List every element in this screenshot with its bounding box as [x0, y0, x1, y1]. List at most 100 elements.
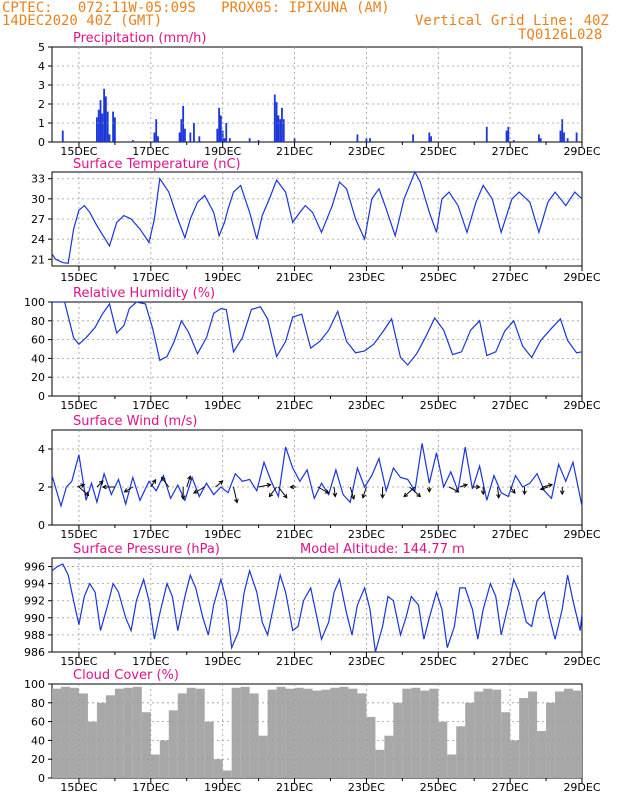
- precip-bar: [103, 88, 106, 142]
- cloud-bar: [240, 686, 250, 778]
- wind-arrow: [123, 486, 134, 493]
- x-tick-label: 21DEC: [276, 528, 313, 541]
- wind-arrow-head: [80, 483, 86, 488]
- series-line: [51, 563, 583, 653]
- wind-arrow-head: [180, 495, 186, 501]
- precip-bar: [356, 134, 359, 142]
- wind-arrow-shaft: [186, 476, 191, 488]
- x-tick-label: 15DEC: [60, 781, 97, 794]
- y-tick-label: 40: [31, 352, 45, 365]
- wind-arrow: [258, 482, 272, 488]
- wind-arrow-shaft: [333, 486, 336, 497]
- cloud-bar: [231, 687, 241, 778]
- panel-3: [48, 301, 583, 401]
- vertical-grid-note: Vertical Grid Line: 40Z: [415, 13, 609, 29]
- panel-title: Surface Temperature (nC): [73, 157, 241, 172]
- cloud-bar: [303, 688, 313, 778]
- wind-arrow-shaft: [78, 486, 89, 496]
- wind-arrow-shaft: [76, 484, 85, 488]
- wind-arrow-shaft: [124, 486, 134, 493]
- y-tick-label: 996: [24, 561, 45, 574]
- x-tick-label: 29DEC: [563, 145, 600, 158]
- x-tick-label: 27DEC: [492, 145, 529, 158]
- precip-bar: [104, 96, 107, 142]
- wind-arrow: [403, 486, 416, 498]
- plot-frame: [51, 46, 583, 143]
- cloud-bar: [357, 693, 367, 778]
- x-tick-label: 27DEC: [492, 655, 529, 668]
- wind-arrow-shaft: [497, 486, 500, 498]
- x-tick-label: 19DEC: [204, 655, 241, 668]
- y-tick-label: 21: [31, 253, 45, 266]
- precip-bar: [559, 130, 562, 142]
- wind-arrow-shaft: [448, 486, 459, 493]
- wind-arrow-shaft: [193, 486, 205, 494]
- precip-bar: [193, 123, 195, 142]
- x-tick-label: 23DEC: [348, 528, 385, 541]
- wind-arrow-shaft: [161, 477, 170, 488]
- wind-arrow: [96, 480, 104, 488]
- series-line: [52, 301, 583, 366]
- x-tick-label: 23DEC: [348, 145, 385, 158]
- precip-bar: [180, 119, 183, 142]
- x-tick-label: 19DEC: [204, 271, 241, 284]
- cloud-bar: [546, 702, 556, 778]
- wind-arrow-head: [98, 480, 104, 485]
- wind-arrow-shaft: [258, 484, 271, 488]
- wind-arrow: [193, 486, 205, 494]
- wind-arrow-head: [454, 488, 460, 493]
- cloud-bar: [321, 689, 331, 778]
- wind-arrow: [542, 483, 554, 488]
- x-tick-label: 23DEC: [348, 399, 385, 412]
- wind-arrow-head: [475, 484, 481, 490]
- wind-arrow-shaft: [268, 486, 277, 497]
- wind-arrow: [349, 486, 356, 500]
- wind-arrow-shaft: [362, 486, 367, 498]
- cloud-bar: [573, 690, 582, 778]
- precip-bar: [412, 134, 415, 142]
- cloud-bar: [402, 688, 412, 778]
- panel-2: [48, 170, 583, 271]
- wind-arrow-head: [324, 489, 330, 494]
- precip-bar: [512, 140, 515, 142]
- x-tick-label: 29DEC: [563, 528, 600, 541]
- precip-bar: [566, 138, 569, 142]
- cloud-bar: [564, 688, 574, 778]
- precip-bar: [225, 123, 228, 142]
- y-tick-label: 5: [38, 41, 45, 54]
- cloud-bar: [52, 688, 61, 778]
- wind-arrow-head: [266, 482, 272, 488]
- x-tick-label: 25DEC: [420, 271, 457, 284]
- x-tick-label: 19DEC: [204, 399, 241, 412]
- precip-bar: [365, 138, 368, 142]
- x-tick-label: 19DEC: [204, 781, 241, 794]
- wind-arrow: [289, 484, 297, 490]
- x-tick-label: 25DEC: [420, 781, 457, 794]
- precip-bar: [228, 138, 231, 142]
- precip-bar: [537, 134, 540, 142]
- precip-bar: [282, 119, 285, 142]
- precip-bar: [184, 128, 186, 142]
- x-tick-label: 23DEC: [348, 655, 385, 668]
- plot-frame: [51, 557, 583, 653]
- precip-bar: [61, 130, 64, 142]
- wind-arrow: [448, 486, 460, 493]
- wind-arrow: [426, 487, 432, 493]
- y-tick-label: 80: [31, 697, 45, 710]
- series-line: [51, 170, 583, 264]
- wind-arrow-head: [522, 490, 527, 496]
- precip-bar: [277, 115, 280, 142]
- wind-arrow: [232, 486, 239, 504]
- cloud-bar: [141, 712, 151, 778]
- precip-bar: [369, 138, 371, 142]
- wind-arrow: [332, 486, 338, 498]
- cloud-bar: [267, 689, 277, 778]
- wind-arrow-head: [218, 480, 224, 485]
- cloud-bar: [384, 735, 394, 778]
- wind-arrow-head: [559, 490, 565, 496]
- precip-bar: [281, 107, 283, 142]
- y-tick-label: 0: [38, 772, 45, 785]
- x-tick-label: 27DEC: [492, 271, 529, 284]
- cloud-bar: [132, 686, 142, 778]
- precip-bar: [257, 140, 260, 142]
